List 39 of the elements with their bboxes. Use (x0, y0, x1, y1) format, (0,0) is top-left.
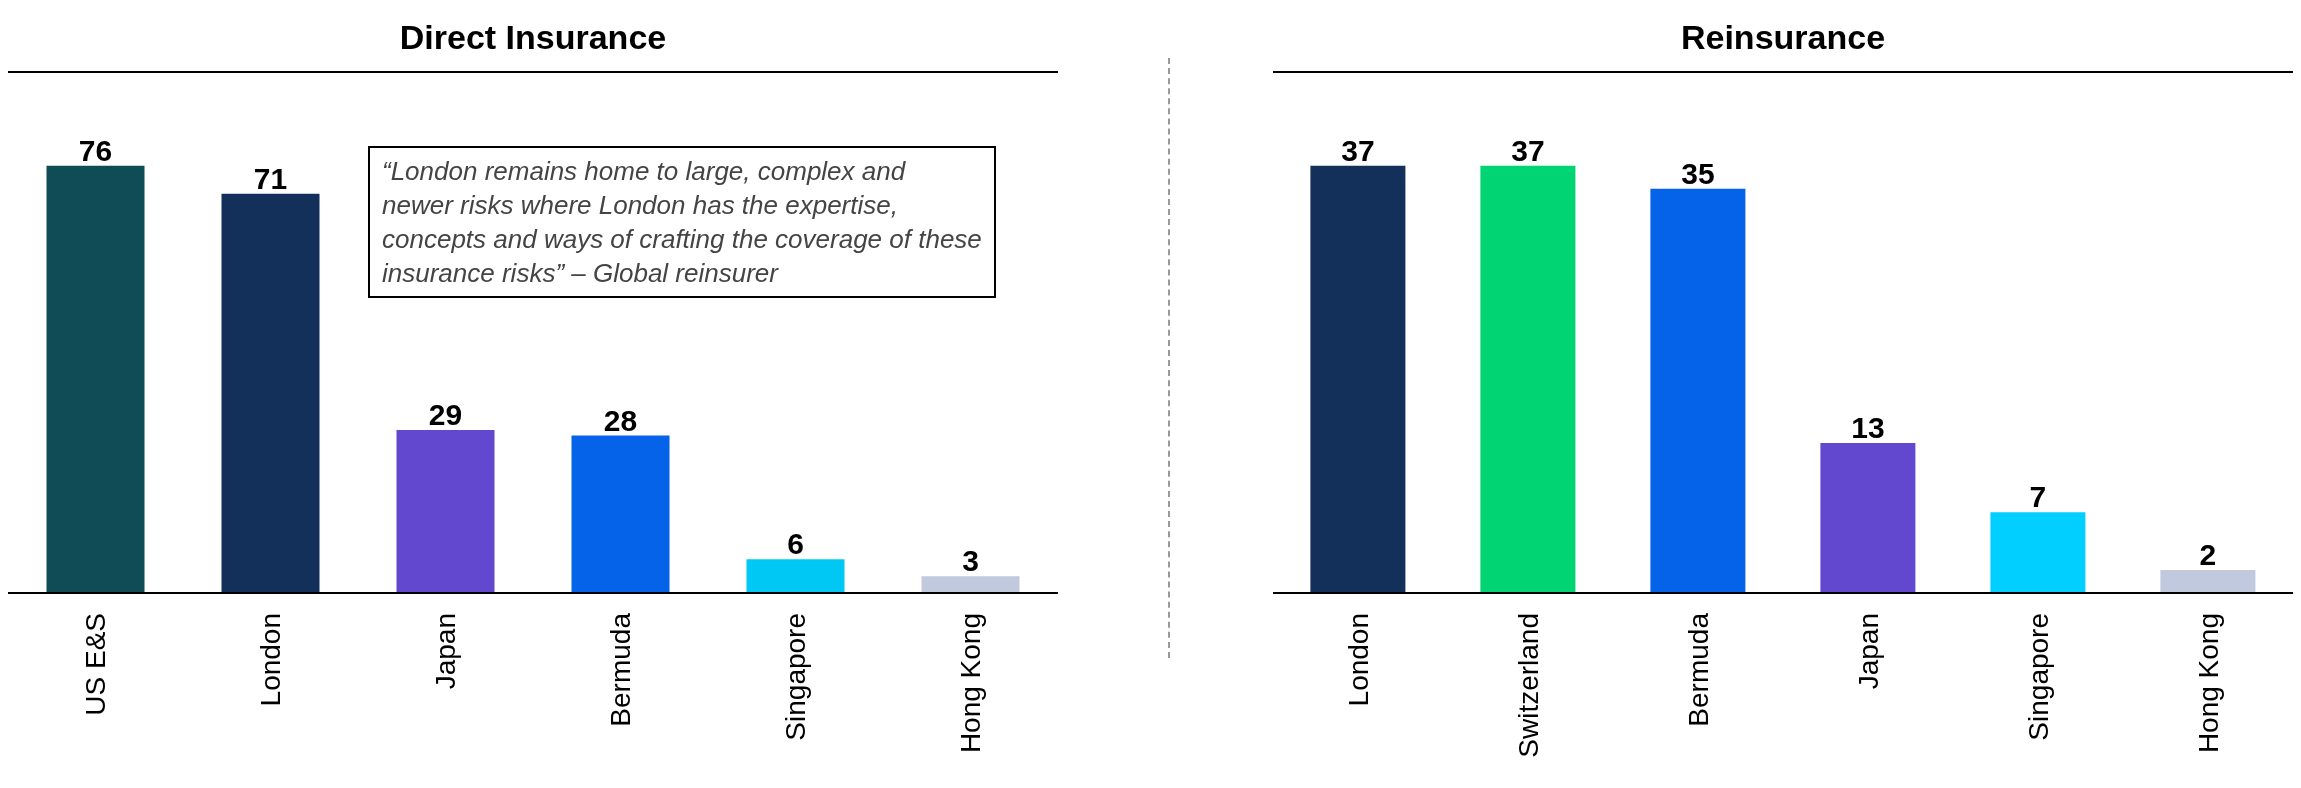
bar (1990, 512, 2086, 593)
chart-title: Direct Insurance (8, 8, 1058, 73)
bar (1480, 165, 1576, 593)
bar (921, 576, 1020, 593)
x-tick-label: London (255, 613, 286, 707)
x-tick-label: Singapore (780, 613, 811, 741)
data-label: 29 (428, 397, 463, 431)
bar (571, 435, 670, 593)
data-label: 2 (2199, 537, 2217, 571)
x-tick-label: London (1342, 613, 1374, 707)
x-tick-label: Hong Kong (2192, 613, 2224, 754)
x-tick-label: Bermuda (605, 612, 636, 727)
data-label: 37 (1511, 133, 1545, 167)
data-label: 71 (253, 161, 288, 195)
bar (396, 429, 495, 593)
bar (1820, 442, 1916, 593)
data-label: 35 (1681, 156, 1715, 190)
data-label: 76 (78, 133, 113, 167)
data-label: 28 (603, 403, 638, 437)
x-tick-label: Switzerland (1512, 613, 1544, 758)
bar (1650, 188, 1746, 593)
data-label: 6 (787, 527, 804, 561)
annotation: “London remains home to large, complex and newer risks where London has the expertise, concepts and ways of crafting the coverage of these insurance risks” – Global reinsurer (368, 146, 996, 298)
bar (746, 559, 845, 593)
bar (46, 165, 145, 593)
data-label: 3 (962, 544, 979, 578)
data-label: 37 (1341, 133, 1375, 167)
x-tick-label: US E&S (80, 613, 111, 716)
bar (221, 193, 320, 593)
x-tick-label: Japan (430, 613, 461, 690)
x-tick-label: Bermuda (1682, 612, 1714, 727)
data-label: 13 (1851, 410, 1885, 444)
x-tick-label: Hong Kong (955, 613, 986, 754)
x-tick-label: Japan (1852, 613, 1884, 690)
chart-title: Reinsurance (1273, 8, 2293, 73)
x-tick-label: Singapore (2022, 613, 2054, 741)
data-label: 7 (2029, 480, 2047, 514)
bar (1310, 165, 1406, 593)
bar (2160, 569, 2256, 593)
